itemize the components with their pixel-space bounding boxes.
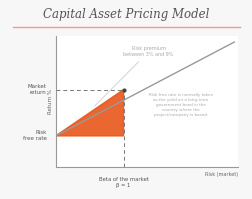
Text: Risk free rate is normally taken
as the yield on a long-term
government bond in : Risk free rate is normally taken as the … — [148, 93, 212, 117]
Text: Market
return: Market return — [28, 84, 47, 95]
Text: Risk
free rate: Risk free rate — [23, 131, 47, 141]
Text: Risk premium
between 3% and 9%: Risk premium between 3% and 9% — [94, 46, 173, 106]
Text: Beta of the market
β = 1: Beta of the market β = 1 — [98, 177, 148, 188]
Text: Capital Asset Pricing Model: Capital Asset Pricing Model — [43, 8, 209, 21]
Text: Risk (market): Risk (market) — [204, 172, 237, 177]
Polygon shape — [55, 90, 123, 136]
Y-axis label: Return %: Return % — [48, 89, 53, 114]
